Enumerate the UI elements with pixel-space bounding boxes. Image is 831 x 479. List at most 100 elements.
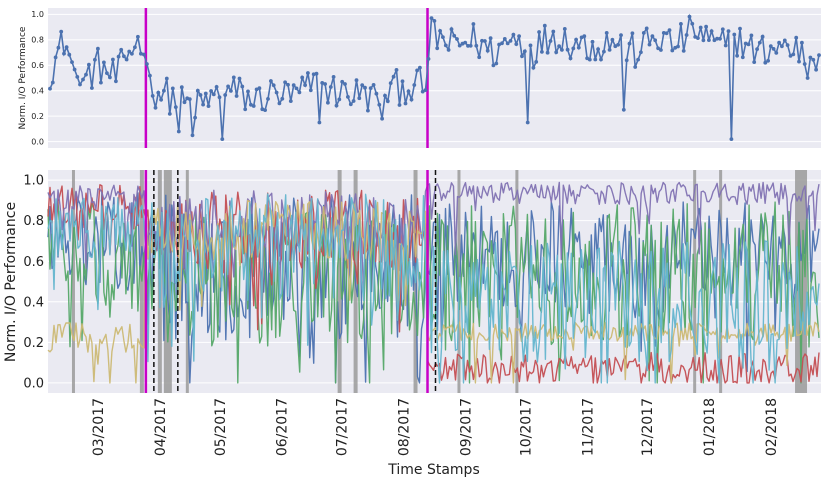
top-series-point <box>738 26 742 31</box>
top-series-point <box>246 89 250 94</box>
top-series-point <box>257 86 262 91</box>
top-series-point <box>653 38 658 43</box>
top-series-point <box>684 33 689 37</box>
top-series-point <box>116 54 121 59</box>
y-tick-label: 1.0 <box>23 174 44 189</box>
top-series-point <box>557 44 561 49</box>
bottom-series-line <box>47 201 820 384</box>
y-tick-label: 1.0 <box>31 10 44 19</box>
top-series-point <box>471 22 476 26</box>
top-series-point <box>337 97 342 102</box>
top-series-point <box>630 31 635 36</box>
top-series-point <box>153 105 158 110</box>
top-series-point <box>788 54 793 58</box>
top-series-point <box>704 24 708 29</box>
top-series-point <box>732 32 737 37</box>
top-series-point <box>627 41 632 46</box>
top-series-point <box>505 41 510 46</box>
top-series-point <box>351 99 356 103</box>
top-series-point <box>718 36 722 41</box>
top-series-point <box>294 86 299 91</box>
top-series-point <box>150 94 155 98</box>
top-series-point <box>537 30 541 34</box>
top-series-point <box>148 73 152 78</box>
top-series-point <box>497 42 501 47</box>
x-tick-label: 05/2017 <box>213 398 229 456</box>
top-series-point <box>435 46 440 51</box>
top-series-point <box>701 38 706 43</box>
top-series-point <box>729 137 734 142</box>
top-series-point <box>696 36 700 40</box>
top-series-point <box>75 75 80 79</box>
top-series-point <box>190 133 195 138</box>
top-series-point <box>477 55 482 60</box>
top-series-point <box>633 65 638 69</box>
top-series-point <box>817 53 821 57</box>
top-series-point <box>670 48 675 53</box>
top-series-point <box>340 79 345 84</box>
top-series-point <box>266 97 270 101</box>
top-series-point <box>234 94 239 98</box>
top-series-point <box>214 85 219 89</box>
top-series-point <box>808 55 813 60</box>
top-series-point <box>67 52 72 57</box>
top-series-point <box>397 103 402 107</box>
top-series-point <box>156 90 161 95</box>
top-series-point <box>664 31 669 36</box>
top-series-point <box>274 90 279 95</box>
top-series-point <box>53 55 58 60</box>
top-series-point <box>443 43 448 48</box>
top-series-point <box>201 102 206 107</box>
top-series-point <box>303 83 307 87</box>
x-tick-label: 08/2017 <box>397 398 413 456</box>
top-series-point <box>455 37 459 41</box>
top-series-point <box>599 57 603 62</box>
top-series-point <box>545 50 550 55</box>
x-tick-label: 10/2017 <box>518 398 534 456</box>
top-series-point <box>667 28 672 32</box>
top-series-point <box>707 38 711 42</box>
top-series-point <box>70 60 74 64</box>
bottom-y-tick-labels: 0.0 0.2 0.4 0.6 0.8 1.0 <box>23 174 44 392</box>
top-plot-area <box>48 8 821 148</box>
top-series-point <box>438 29 442 33</box>
top-series-point <box>334 103 339 108</box>
top-series-point <box>406 89 411 94</box>
top-series-point <box>811 57 816 62</box>
top-series-point <box>466 44 470 48</box>
top-series-point <box>502 37 507 41</box>
top-series-point <box>81 77 85 82</box>
shaded-band <box>795 170 808 393</box>
top-series-point <box>286 82 290 87</box>
bottom-series <box>47 181 820 384</box>
top-series-point <box>179 85 184 90</box>
top-series-point <box>385 99 390 104</box>
top-series-point <box>331 75 336 79</box>
top-series-point <box>306 71 310 75</box>
top-series-point <box>231 75 236 80</box>
top-series-point <box>314 71 319 76</box>
top-series-point <box>391 74 396 79</box>
x-tick-label: 03/2017 <box>91 398 107 456</box>
top-series-point <box>418 65 422 70</box>
top-series-point <box>423 88 428 92</box>
top-series-point <box>639 50 643 55</box>
top-series-point <box>604 31 609 35</box>
top-series-point <box>119 47 124 52</box>
top-series-point <box>90 86 94 90</box>
top-y-axis-label: Norm. I/O Performance <box>18 26 28 129</box>
top-series-point <box>366 108 370 113</box>
top-series-point <box>607 48 612 52</box>
top-series-point <box>308 88 313 93</box>
top-series-point <box>587 57 592 62</box>
top-series-point <box>802 62 807 66</box>
top-series-point <box>50 80 55 85</box>
top-series-point <box>619 33 623 37</box>
top-series-point <box>593 57 598 62</box>
top-series-point <box>108 75 112 80</box>
top-series-point <box>300 75 305 80</box>
x-tick-label: 12/2017 <box>640 398 656 456</box>
y-tick-label: 0.8 <box>31 36 44 45</box>
top-series-point <box>500 41 504 46</box>
